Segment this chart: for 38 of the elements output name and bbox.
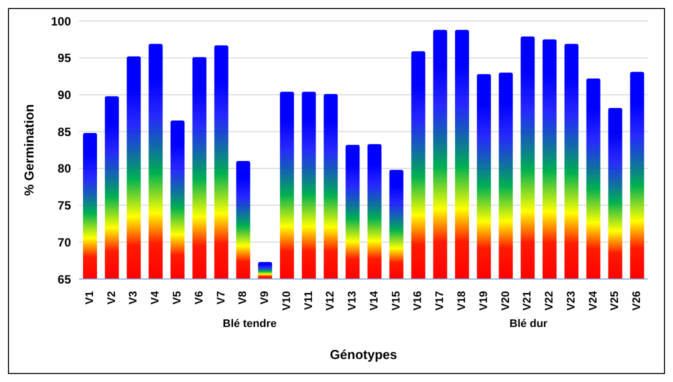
y-tick-label: 95 [58, 51, 72, 66]
x-tick-label: V19 [478, 291, 490, 311]
y-tick-label: 75 [58, 198, 72, 213]
x-tick-label: V13 [346, 291, 359, 311]
text: Blé tendre [222, 318, 277, 330]
x-axis-title: Génotypes [330, 347, 398, 362]
x-tick-label: V25 [609, 291, 622, 311]
x-tick-label: V1 [84, 291, 96, 304]
x-tick-label: V10 [280, 291, 293, 311]
x-tick-label: V9 [259, 291, 272, 304]
x-tick-label: V18 [456, 291, 468, 311]
x-tick-label: V3 [128, 291, 140, 304]
x-tick-label: V7 [215, 291, 228, 304]
x-tick-label: V8 [237, 291, 250, 304]
x-tick-label: V14 [368, 290, 380, 311]
x-tick-label: V16 [412, 291, 424, 311]
x-tick-label: V6 [193, 291, 206, 304]
x-tick-label: V2 [106, 291, 118, 304]
x-tick-label: V11 [302, 291, 315, 310]
y-tick-label: 70 [58, 235, 72, 250]
y-axis-title: % Germination [22, 104, 37, 196]
x-tick-label: V15 [390, 291, 402, 311]
y-tick-label: 90 [58, 88, 72, 102]
y-tick-label: 80 [58, 162, 72, 176]
x-tick-label: V22 [544, 291, 556, 311]
y-tick-label: 85 [58, 124, 72, 139]
text: Blé dur [510, 318, 548, 330]
y-tick-label: 65 [58, 272, 72, 286]
x-tick-label: V26 [631, 291, 644, 311]
x-tick-label: V24 [587, 290, 600, 311]
x-tick-label: V20 [500, 291, 512, 311]
x-tick-label: V5 [171, 291, 184, 304]
x-tick-label: V4 [150, 290, 162, 304]
x-tick-label: V23 [565, 291, 578, 311]
x-tick-label: V21 [522, 291, 534, 311]
y-tick-label: 100 [50, 14, 72, 28]
x-tick-label: V12 [324, 291, 337, 311]
x-tick-label: V17 [434, 291, 446, 311]
